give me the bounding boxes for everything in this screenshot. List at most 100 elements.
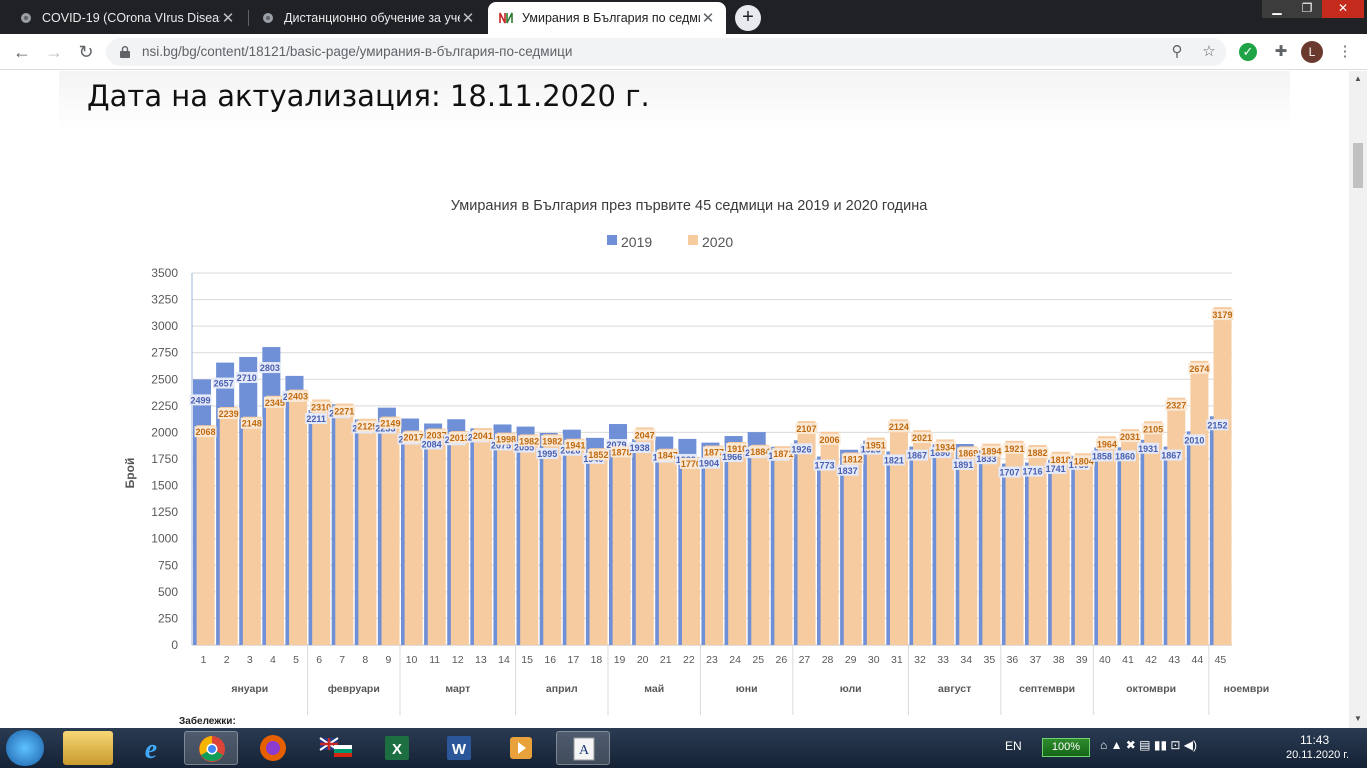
data-label-bg xyxy=(587,449,610,461)
data-label-bg xyxy=(495,433,517,445)
y-tick-label: 2250 xyxy=(151,399,178,413)
data-label-bg xyxy=(1003,442,1026,454)
data-label: 1847 xyxy=(658,451,678,461)
window-close-icon[interactable]: ✕ xyxy=(1322,0,1364,18)
language-flags-icon[interactable] xyxy=(308,731,362,765)
maximize-icon[interactable]: ❐ xyxy=(1292,0,1322,18)
excel-icon[interactable]: X xyxy=(370,731,424,765)
notes-label: Забележки: xyxy=(179,715,236,727)
data-label: 2345 xyxy=(265,398,285,408)
bar-2020 xyxy=(312,399,331,645)
browser-tab-strip: COVID-19 (COrona VIrus Disease ✕ Дистанц… xyxy=(0,0,1367,34)
clock-date[interactable]: 20.11.2020 г. xyxy=(1286,749,1350,761)
data-label-bg xyxy=(813,459,836,471)
data-label-bg xyxy=(605,439,628,451)
scroll-down-icon[interactable]: ▼ xyxy=(1354,714,1362,723)
firefox-icon[interactable] xyxy=(246,731,300,765)
data-label-bg xyxy=(656,449,679,461)
tab-title: Дистанционно обучение за уче xyxy=(284,11,460,25)
file-explorer-icon[interactable] xyxy=(63,731,113,765)
svg-text:W: W xyxy=(452,741,467,758)
scroll-up-icon[interactable]: ▲ xyxy=(1354,74,1362,83)
x-tick-label: 19 xyxy=(614,654,626,666)
x-tick-label: 2 xyxy=(224,654,230,666)
scroll-thumb[interactable] xyxy=(1353,143,1363,188)
close-icon[interactable]: ✕ xyxy=(701,10,715,27)
data-label: 1941 xyxy=(565,441,585,451)
tab-deaths-bulgaria[interactable]: Умирания в България по седми ✕ xyxy=(488,2,726,34)
new-tab-button[interactable]: + xyxy=(735,5,761,31)
data-label: 1821 xyxy=(884,455,904,465)
month-label: юни xyxy=(736,683,758,695)
close-icon[interactable]: ✕ xyxy=(221,10,235,27)
menu-kebab-icon[interactable]: ⋮ xyxy=(1337,43,1353,60)
tab-title: Умирания в България по седми xyxy=(522,11,700,25)
data-label-bg xyxy=(1072,455,1095,467)
language-indicator[interactable]: EN xyxy=(1005,739,1022,753)
tab-title: COVID-19 (COrona VIrus Disease xyxy=(42,11,220,25)
chrome-icon[interactable] xyxy=(184,731,238,765)
windows-start-icon[interactable] xyxy=(6,730,44,766)
tab-distance-learning[interactable]: Дистанционно обучение за уче ✕ xyxy=(250,2,486,34)
data-label: 1878 xyxy=(612,447,632,457)
x-tick-label: 22 xyxy=(683,654,695,666)
bar-2020 xyxy=(335,403,354,645)
close-icon[interactable]: ✕ xyxy=(461,10,475,27)
bar-2020 xyxy=(681,456,700,645)
x-tick-label: 44 xyxy=(1191,654,1203,666)
data-label: 2211 xyxy=(306,414,326,424)
x-tick-label: 40 xyxy=(1099,654,1111,666)
bar-2020 xyxy=(265,395,284,645)
data-label-bg xyxy=(882,454,905,466)
extension-check-icon[interactable]: ✓ xyxy=(1239,43,1257,61)
bar-2020 xyxy=(242,416,261,645)
zoom-icon[interactable]: ⚲ xyxy=(1171,43,1183,60)
data-label: 1852 xyxy=(588,450,608,460)
data-label: 2105 xyxy=(1143,424,1163,434)
word-icon[interactable]: W xyxy=(432,731,486,765)
data-label-bg xyxy=(518,435,541,447)
month-label: януари xyxy=(231,683,268,695)
data-label: 2710 xyxy=(237,373,257,383)
legend-label-2020: 2020 xyxy=(702,234,733,250)
data-label-bg xyxy=(305,413,328,425)
bar-2020 xyxy=(1074,453,1093,645)
data-label: 2037 xyxy=(427,430,447,440)
data-label-bg xyxy=(287,390,309,402)
internet-explorer-icon[interactable]: e xyxy=(124,731,178,765)
data-label-bg xyxy=(790,443,813,455)
address-bar[interactable]: nsi.bg/bg/content/18121/basic-page/умира… xyxy=(106,38,1226,66)
data-label-bg xyxy=(726,442,749,454)
bar-2020 xyxy=(358,418,377,645)
data-label-bg xyxy=(721,451,744,463)
x-tick-label: 31 xyxy=(891,654,903,666)
bar-2020 xyxy=(635,427,654,645)
tray-icons[interactable]: ⌂ ▲ ✖ ▤ ▮▮ ⊡ ◀) xyxy=(1100,738,1198,752)
data-label: 1858 xyxy=(1092,452,1112,462)
bar-2020 xyxy=(196,425,215,645)
reload-icon[interactable]: ↻ xyxy=(78,42,94,62)
profile-avatar[interactable]: L xyxy=(1301,41,1323,63)
page-scrollbar[interactable]: ▲ ▼ xyxy=(1349,71,1367,728)
forward-arrow-icon[interactable]: → xyxy=(45,42,63,62)
data-label-bg xyxy=(818,433,841,445)
bookmark-star-icon[interactable]: ☆ xyxy=(1202,43,1216,60)
clock-time[interactable]: 11:43 xyxy=(1300,733,1330,747)
bar-2020 xyxy=(866,437,885,645)
y-tick-label: 500 xyxy=(158,585,178,599)
document-viewer-icon[interactable]: A xyxy=(556,731,610,765)
tab-covid[interactable]: COVID-19 (COrona VIrus Disease ✕ xyxy=(8,2,246,34)
x-tick-label: 35 xyxy=(983,654,995,666)
bar-2020 xyxy=(820,431,839,645)
bar-2020 xyxy=(566,438,585,645)
y-tick-label: 2750 xyxy=(151,346,178,360)
battery-indicator[interactable]: 100% xyxy=(1042,738,1090,757)
minimize-icon[interactable]: ▁ xyxy=(1262,0,1292,18)
media-player-icon[interactable] xyxy=(494,731,548,765)
data-label: 1934 xyxy=(935,442,955,452)
svg-text:e: e xyxy=(145,734,157,765)
bar-2020 xyxy=(589,448,608,645)
back-arrow-icon[interactable]: ← xyxy=(13,42,31,62)
data-label-bg xyxy=(263,396,286,408)
extensions-puzzle-icon[interactable]: ✚ xyxy=(1274,43,1288,60)
